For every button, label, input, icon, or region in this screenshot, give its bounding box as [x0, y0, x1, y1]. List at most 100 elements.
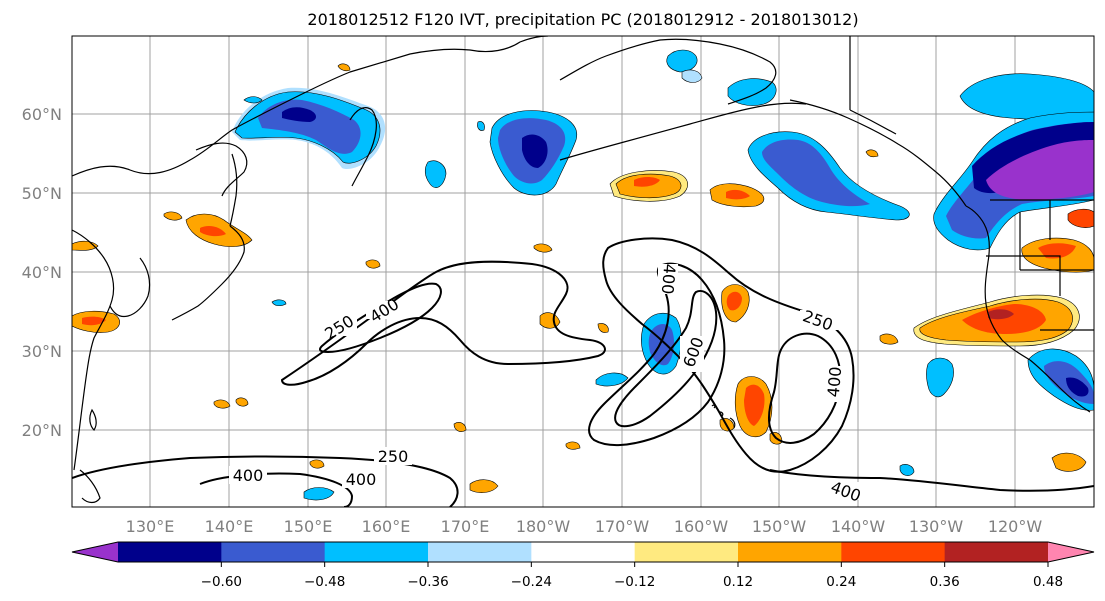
- coastline-baja: [1029, 359, 1091, 413]
- contour-east-400: [768, 332, 842, 444]
- precip-anomaly-pos-mid-small-10: [597, 323, 609, 333]
- contour-label-400-south-west: 400: [233, 466, 264, 485]
- contour-label-bg: [658, 264, 678, 294]
- precip-anomaly-pos-china-red: [82, 316, 106, 326]
- contour-label-400-south: 400: [346, 470, 377, 489]
- precip-anomaly-aleutian-cyan-2: [666, 49, 698, 73]
- coastline-alaska-interior: [849, 36, 897, 135]
- precip-anomaly-aleutian-cyan-3: [681, 69, 703, 83]
- precip-anomaly-pos-mid-small-1: [533, 243, 553, 253]
- contour-label-bg: [824, 366, 846, 402]
- contour-label-400-central: 400: [658, 263, 680, 295]
- lon-label-140e: 140°E: [205, 517, 254, 536]
- coastline-philippines: [79, 469, 101, 504]
- border-states-1: [1019, 200, 1094, 271]
- precip-anomaly-pos-mid-small-4: [163, 211, 183, 221]
- precip-anomaly-gulf-alaska-blue: [762, 139, 870, 207]
- lat-label-50n: 50°N: [22, 184, 62, 203]
- contour-label-400-east: 400: [824, 366, 846, 398]
- coastline-china: [72, 229, 115, 471]
- map-content: 250 400 400 600 250 400 250 400: [72, 36, 1094, 507]
- precip-anomaly-pos-mid-small-6: [565, 441, 581, 450]
- colorbar-segment: [738, 542, 842, 562]
- lon-label-130e: 130°E: [126, 517, 175, 536]
- precip-anomaly-pos-east-large-dark: [988, 309, 1014, 320]
- precip-anomaly-pos-mid-small-12: [235, 397, 249, 407]
- precip-anomaly-north-cyan: [959, 73, 1094, 121]
- precip-anomaly-pos-mid-small-11: [453, 422, 467, 432]
- precip-anomaly-sw-cyan: [303, 487, 335, 501]
- contour-label-bg: [680, 336, 704, 372]
- precip-anomaly-pos-hawaii-near-red: [726, 291, 742, 311]
- lon-label-130w: 130°W: [909, 517, 964, 536]
- precip-anomaly-pos-south-small-2: [309, 459, 325, 469]
- precip-anomaly-east-pacific-cyan: [926, 357, 954, 398]
- colorbar-segment: [944, 542, 1049, 562]
- colorbar-extend-low: [72, 542, 118, 562]
- colorbar-tick-label: −0.36: [407, 574, 448, 590]
- lon-label-180w: 180°W: [516, 517, 571, 536]
- colorbar-outline: [71, 541, 1095, 563]
- map-title: 2018012512 F120 IVT, precipitation PC (2…: [307, 10, 858, 29]
- lon-label-160e: 160°E: [362, 517, 411, 536]
- lon-label-170e: 170°E: [441, 517, 490, 536]
- precip-anomaly-pos-east-large-red: [962, 304, 1046, 334]
- coastline-asia-north: [72, 36, 549, 177]
- colorbar-segment: [118, 542, 222, 562]
- precip-anomaly-pos-hawaii-south-red: [744, 384, 765, 426]
- precip-anomaly-pos-mid-small-3: [365, 259, 381, 269]
- lon-label-160w: 160°W: [674, 517, 729, 536]
- precip-anomaly-kamchatka-navy: [282, 107, 316, 122]
- coastline-alaska-south: [789, 99, 967, 207]
- contour-label-bg: [321, 318, 357, 336]
- colorbar-segment: [428, 542, 532, 562]
- lon-label-120w: 120°W: [988, 517, 1043, 536]
- contour-label-bg: [826, 482, 866, 500]
- coastline-taiwan: [89, 408, 97, 431]
- precip-anomaly-kamchatka-small: [243, 96, 263, 104]
- latitude-labels: 60°N 50°N 40°N 30°N 20°N: [22, 105, 62, 440]
- precip-anomaly-pos-se-corner: [1051, 452, 1087, 472]
- colorbar-segment: [634, 542, 739, 562]
- colorbar-segment: [221, 542, 326, 562]
- colorbar-tick-label: −0.24: [511, 574, 552, 590]
- contour-central-400: [588, 262, 726, 446]
- precip-anomaly-tiny-2: [899, 464, 915, 476]
- precip-positive-shading: [72, 63, 1094, 493]
- coastline-sakhalin: [229, 153, 238, 227]
- lat-label-20n: 20°N: [22, 421, 62, 440]
- precip-anomaly-pos-gulf-red: [726, 189, 750, 200]
- colorbar-tick-label: 0.24: [826, 574, 856, 590]
- coastline-sea-of-okhotsk: [195, 142, 248, 197]
- contour-central-600: [614, 290, 718, 428]
- precip-anomaly-pos-aleutian-red: [634, 177, 660, 187]
- contour-label-bg: [800, 310, 838, 330]
- contour-label-bg: [342, 470, 380, 488]
- longitude-labels: 130°E 140°E 150°E 160°E 170°E 180°W 170°…: [126, 517, 1043, 536]
- coastline-kamchatka: [349, 107, 377, 187]
- contour-west-250: [280, 260, 606, 386]
- colorbar-tick-label: 0.36: [930, 574, 960, 590]
- colorbar-segment: [841, 542, 946, 562]
- contour-central-250: [602, 237, 855, 473]
- precip-anomaly-pos-sw-us-red: [1038, 243, 1076, 259]
- precip-anomaly-pos-mid-small-8: [879, 333, 899, 345]
- lat-label-40n: 40°N: [22, 263, 62, 282]
- colorbar-tick-label: −0.12: [614, 574, 655, 590]
- precip-anomaly-subtrop-small: [595, 372, 629, 387]
- map-frame: [71, 35, 1095, 508]
- precip-anomaly-small-1: [477, 121, 485, 131]
- precip-anomaly-pos-mid-small-13: [337, 63, 351, 72]
- lat-label-30n: 30°N: [22, 342, 62, 361]
- colorbar-tick-label: −0.48: [304, 574, 345, 590]
- colorbar: −0.60 −0.48 −0.36 −0.24 −0.12 0.12 0.24 0.36 0.4…: [71, 541, 1095, 590]
- lon-label-150w: 150°W: [752, 517, 807, 536]
- contour-labels: 250 400 400 600 250 400 250 400: [229, 263, 866, 506]
- precip-anomaly-pos-ne-corner: [1067, 208, 1094, 228]
- precip-anomaly-pos-japan-red: [200, 226, 226, 237]
- coastline-alaska-west: [559, 38, 777, 105]
- coastline-canada: [965, 205, 1031, 361]
- lon-label-140w: 140°W: [831, 517, 886, 536]
